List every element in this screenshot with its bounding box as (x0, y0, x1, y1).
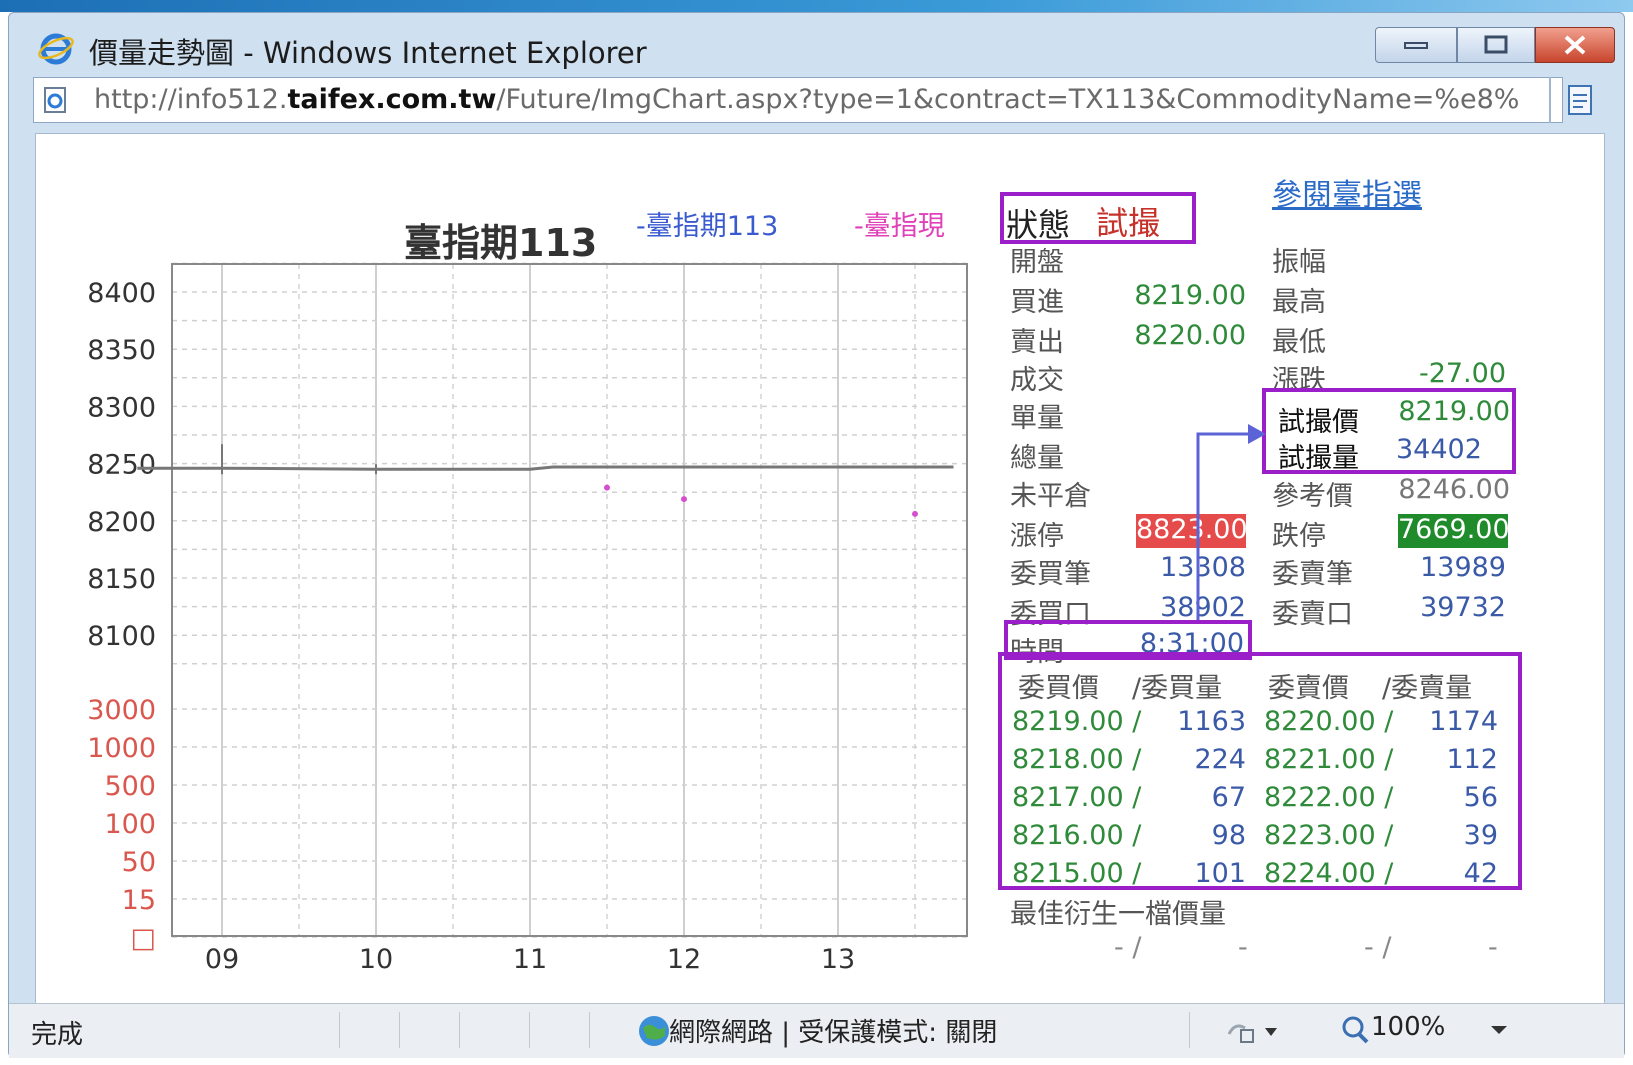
globe-icon (637, 1014, 671, 1048)
depth-bid-qty: 101 (1156, 858, 1246, 889)
depth-header-ask-price: 委賣價 (1268, 666, 1349, 705)
derivative-cell-2: - (1238, 932, 1248, 963)
depth-ask-qty: 56 (1408, 782, 1498, 813)
window-title: 價量走勢圖 - Windows Internet Explorer (89, 30, 647, 72)
close-icon (1561, 34, 1589, 56)
status-divider (339, 1012, 340, 1048)
status-divider (589, 1012, 590, 1048)
address-bar[interactable]: http://info512.taifex.com.tw/Future/ImgC… (33, 77, 1563, 123)
depth-bid-qty: 1163 (1156, 706, 1246, 737)
depth-bid-price: 8219.00 / (1012, 706, 1152, 737)
depth-bid-qty: 224 (1156, 744, 1246, 775)
title-bar: 價量走勢圖 - Windows Internet Explorer (9, 13, 1624, 79)
depth-ask-qty: 112 (1408, 744, 1498, 775)
internet-explorer-icon (37, 31, 75, 65)
protected-mode-icon[interactable] (1221, 1016, 1281, 1046)
depth-ask-qty: 39 (1408, 820, 1498, 851)
depth-ask-qty: 1174 (1408, 706, 1498, 737)
browser-window: 價量走勢圖 - Windows Internet Explorer http:/… (8, 12, 1625, 1058)
arrow-head-icon (1248, 424, 1266, 444)
minimize-button[interactable] (1375, 27, 1457, 63)
address-separator (1549, 77, 1551, 123)
depth-bid-price: 8216.00 / (1012, 820, 1152, 851)
derivative-cell-3: - / (1364, 932, 1391, 963)
page-icon (42, 86, 70, 114)
depth-bid-price: 8215.00 / (1012, 858, 1152, 889)
derivative-cell-1: - / (1114, 932, 1141, 963)
zoom-level[interactable]: 100% (1371, 1012, 1445, 1042)
chevron-down-icon[interactable] (1487, 1020, 1511, 1040)
depth-bid-qty: 67 (1156, 782, 1246, 813)
depth-ask-price: 8224.00 / (1264, 858, 1404, 889)
derivative-cell-4: - (1488, 932, 1498, 963)
status-bar: 完成 網際網路 | 受保護模式: 關閉 100% (9, 1003, 1624, 1058)
top-decoration-strip (0, 0, 1633, 12)
bottom-decoration-strip (0, 1058, 1633, 1065)
depth-header-ask-qty: /委賣量 (1382, 666, 1472, 705)
maximize-button[interactable] (1457, 27, 1535, 63)
chevron-down-icon (1265, 1028, 1277, 1036)
address-url[interactable]: http://info512.taifex.com.tw/Future/ImgC… (94, 84, 1554, 115)
status-divider (1189, 1012, 1190, 1048)
security-zone-text[interactable]: 網際網路 | 受保護模式: 關閉 (669, 1012, 997, 1049)
zoom-icon[interactable] (1339, 1014, 1371, 1046)
depth-bid-qty: 98 (1156, 820, 1246, 851)
depth-ask-price: 8222.00 / (1264, 782, 1404, 813)
page-content: 8400 8350 8300 8250 8200 8150 8100 3000 1000 500… (35, 133, 1605, 1005)
depth-header-bid-price: 委買價 (1018, 666, 1099, 705)
status-done-text: 完成 (31, 1014, 83, 1051)
depth-header-bid-qty: /委買量 (1132, 666, 1222, 705)
depth-ask-price: 8220.00 / (1264, 706, 1404, 737)
depth-ask-qty: 42 (1408, 858, 1498, 889)
depth-bid-price: 8218.00 / (1012, 744, 1152, 775)
derivative-title: 最佳衍生一檔價量 (1010, 892, 1226, 931)
compatibility-view-icon[interactable] (1561, 83, 1601, 119)
maximize-icon (1483, 35, 1509, 55)
close-button[interactable] (1535, 27, 1615, 63)
status-divider (529, 1012, 530, 1048)
minimize-icon (1403, 39, 1429, 51)
depth-bid-price: 8217.00 / (1012, 782, 1152, 813)
status-divider (399, 1012, 400, 1048)
depth-ask-price: 8223.00 / (1264, 820, 1404, 851)
depth-ask-price: 8221.00 / (1264, 744, 1404, 775)
status-divider (459, 1012, 460, 1048)
